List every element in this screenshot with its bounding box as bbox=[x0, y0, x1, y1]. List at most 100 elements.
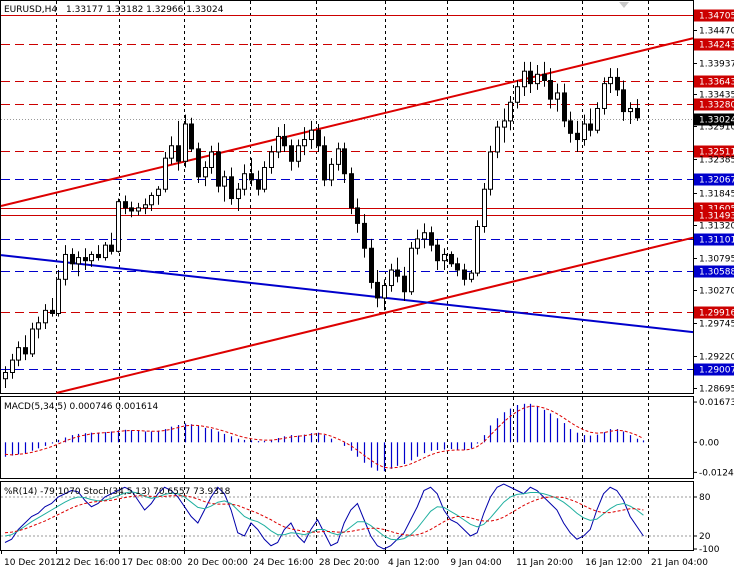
candle-body-15 bbox=[103, 244, 108, 259]
candle-body-13 bbox=[89, 253, 94, 262]
candle-body-52 bbox=[349, 173, 354, 209]
level-label-7: 1.31493 bbox=[699, 212, 734, 222]
candle-body-33 bbox=[222, 176, 227, 187]
candle-body-2 bbox=[16, 347, 21, 361]
level-label-0: 1.34705 bbox=[699, 12, 734, 22]
candle-body-21 bbox=[143, 204, 148, 209]
candle-body-16 bbox=[109, 244, 114, 252]
level-label-1: 1.34243 bbox=[699, 41, 734, 51]
price-tick-label-0: 1.34470 bbox=[699, 27, 734, 37]
candle-body-11 bbox=[76, 257, 81, 265]
trendline-0 bbox=[0, 37, 694, 207]
time-label-4: 24 Dec 16:00 bbox=[253, 558, 314, 568]
level-tag-4 bbox=[694, 145, 734, 158]
trendline-2 bbox=[0, 254, 694, 334]
price-tick-label-5: 1.31845 bbox=[699, 190, 734, 200]
macd-signal-line bbox=[4, 405, 644, 469]
price-tick-label-10: 1.29220 bbox=[699, 353, 734, 363]
trendline-1 bbox=[56, 236, 694, 394]
candle-body-36 bbox=[242, 173, 247, 190]
level-tag-8 bbox=[694, 233, 734, 246]
candle-body-66 bbox=[442, 253, 447, 262]
candle-body-39 bbox=[262, 166, 267, 190]
level-tag-11 bbox=[694, 363, 734, 376]
candle-body-35 bbox=[236, 188, 241, 200]
time-label-10: 21 Jan 04:00 bbox=[651, 558, 708, 568]
candle-body-64 bbox=[429, 232, 434, 246]
candle-body-91 bbox=[608, 76, 613, 85]
candle-body-46 bbox=[309, 129, 314, 141]
candle-body-44 bbox=[296, 145, 301, 162]
candle-body-7 bbox=[50, 309, 55, 314]
candle-body-42 bbox=[282, 135, 287, 147]
candle-body-10 bbox=[70, 253, 75, 265]
stoch-tick-label-2: -100 bbox=[699, 545, 720, 555]
candle-body-94 bbox=[628, 107, 633, 113]
time-label-3: 20 Dec 00:00 bbox=[187, 558, 248, 568]
price-axis: 1.34705 1.34243 1.33643 1.33280 1.32511 1.320… bbox=[693, 9, 734, 395]
candle-body-34 bbox=[229, 176, 234, 200]
candle-body-55 bbox=[369, 247, 374, 283]
candle-body-38 bbox=[256, 179, 261, 190]
candle-body-0 bbox=[3, 371, 8, 380]
time-label-7: 9 Jan 04:00 bbox=[450, 558, 502, 568]
candle-body-5 bbox=[36, 322, 41, 330]
candle-body-83 bbox=[555, 92, 560, 100]
price-tick-label-6: 1.31320 bbox=[699, 222, 734, 232]
level-label-5: 1.32067 bbox=[699, 176, 734, 186]
candle-body-74 bbox=[495, 126, 500, 153]
candle-body-18 bbox=[123, 201, 128, 209]
candle-body-19 bbox=[129, 207, 134, 212]
candle-body-90 bbox=[602, 83, 607, 109]
level-tag-0 bbox=[694, 9, 734, 22]
stoch-tick-label-0: 80 bbox=[699, 493, 711, 503]
macd-indicator: 0.016731 0.00 -0.012494 bbox=[4, 398, 734, 478]
candle-body-58 bbox=[389, 269, 394, 287]
candle-body-75 bbox=[502, 120, 507, 128]
candle-body-93 bbox=[621, 89, 626, 113]
candle-body-24 bbox=[163, 157, 168, 190]
time-label-1: 12 Dec 16:00 bbox=[59, 558, 120, 568]
candle-body-95 bbox=[635, 107, 640, 119]
stoch-d-line bbox=[4, 495, 644, 536]
candle-body-25 bbox=[169, 145, 174, 159]
time-label-5: 28 Dec 20:00 bbox=[319, 558, 380, 568]
price-tick-label-4: 1.32385 bbox=[699, 156, 734, 166]
time-label-0: 10 Dec 2012 bbox=[4, 558, 62, 568]
level-tag-9 bbox=[694, 265, 734, 278]
level-label-11: 1.29007 bbox=[699, 366, 734, 376]
candle-body-14 bbox=[96, 253, 101, 259]
candle-body-77 bbox=[515, 86, 520, 103]
candle-body-88 bbox=[588, 123, 593, 131]
candle-body-54 bbox=[362, 222, 367, 249]
trendlines bbox=[0, 37, 694, 394]
candles bbox=[3, 61, 640, 389]
level-label-9: 1.30588 bbox=[699, 268, 734, 278]
candle-body-9 bbox=[63, 253, 68, 280]
candle-body-69 bbox=[462, 269, 467, 280]
candle-body-67 bbox=[449, 253, 454, 265]
candle-body-71 bbox=[475, 226, 480, 274]
candle-body-26 bbox=[176, 145, 181, 162]
candle-body-31 bbox=[209, 151, 214, 168]
candle-body-3 bbox=[23, 347, 28, 355]
price-tick-label-3: 1.32910 bbox=[699, 123, 734, 133]
candle-body-63 bbox=[422, 232, 427, 240]
macd-tick-label-2: -0.012494 bbox=[699, 468, 734, 478]
macd-tick-label-0: 0.016731 bbox=[699, 398, 734, 408]
price-tick-label-8: 1.30270 bbox=[699, 287, 734, 297]
stoch-label: %R(14) -79.1070 Stoch(34,5,13) 70.6557 7… bbox=[4, 487, 231, 497]
candle-body-41 bbox=[276, 135, 281, 153]
candle-body-45 bbox=[302, 139, 307, 147]
level-label-4: 1.32511 bbox=[699, 148, 734, 158]
level-label-8: 1.31101 bbox=[699, 236, 734, 246]
candle-body-70 bbox=[469, 272, 474, 280]
candle-body-50 bbox=[336, 148, 341, 165]
price-pane[interactable] bbox=[0, 0, 694, 394]
candle-body-84 bbox=[562, 92, 567, 122]
candle-body-62 bbox=[415, 238, 420, 249]
chart-header-symbol: EURUSD,H4 bbox=[4, 5, 57, 15]
candle-body-85 bbox=[568, 120, 573, 134]
